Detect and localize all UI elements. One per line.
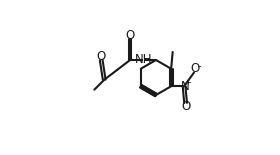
Text: NH: NH xyxy=(135,53,153,66)
Text: O: O xyxy=(125,29,135,42)
Text: +: + xyxy=(185,78,191,87)
Text: O: O xyxy=(181,100,190,113)
Text: -: - xyxy=(197,61,201,71)
Text: O: O xyxy=(97,50,106,63)
Text: N: N xyxy=(181,80,189,93)
Text: O: O xyxy=(191,62,200,75)
